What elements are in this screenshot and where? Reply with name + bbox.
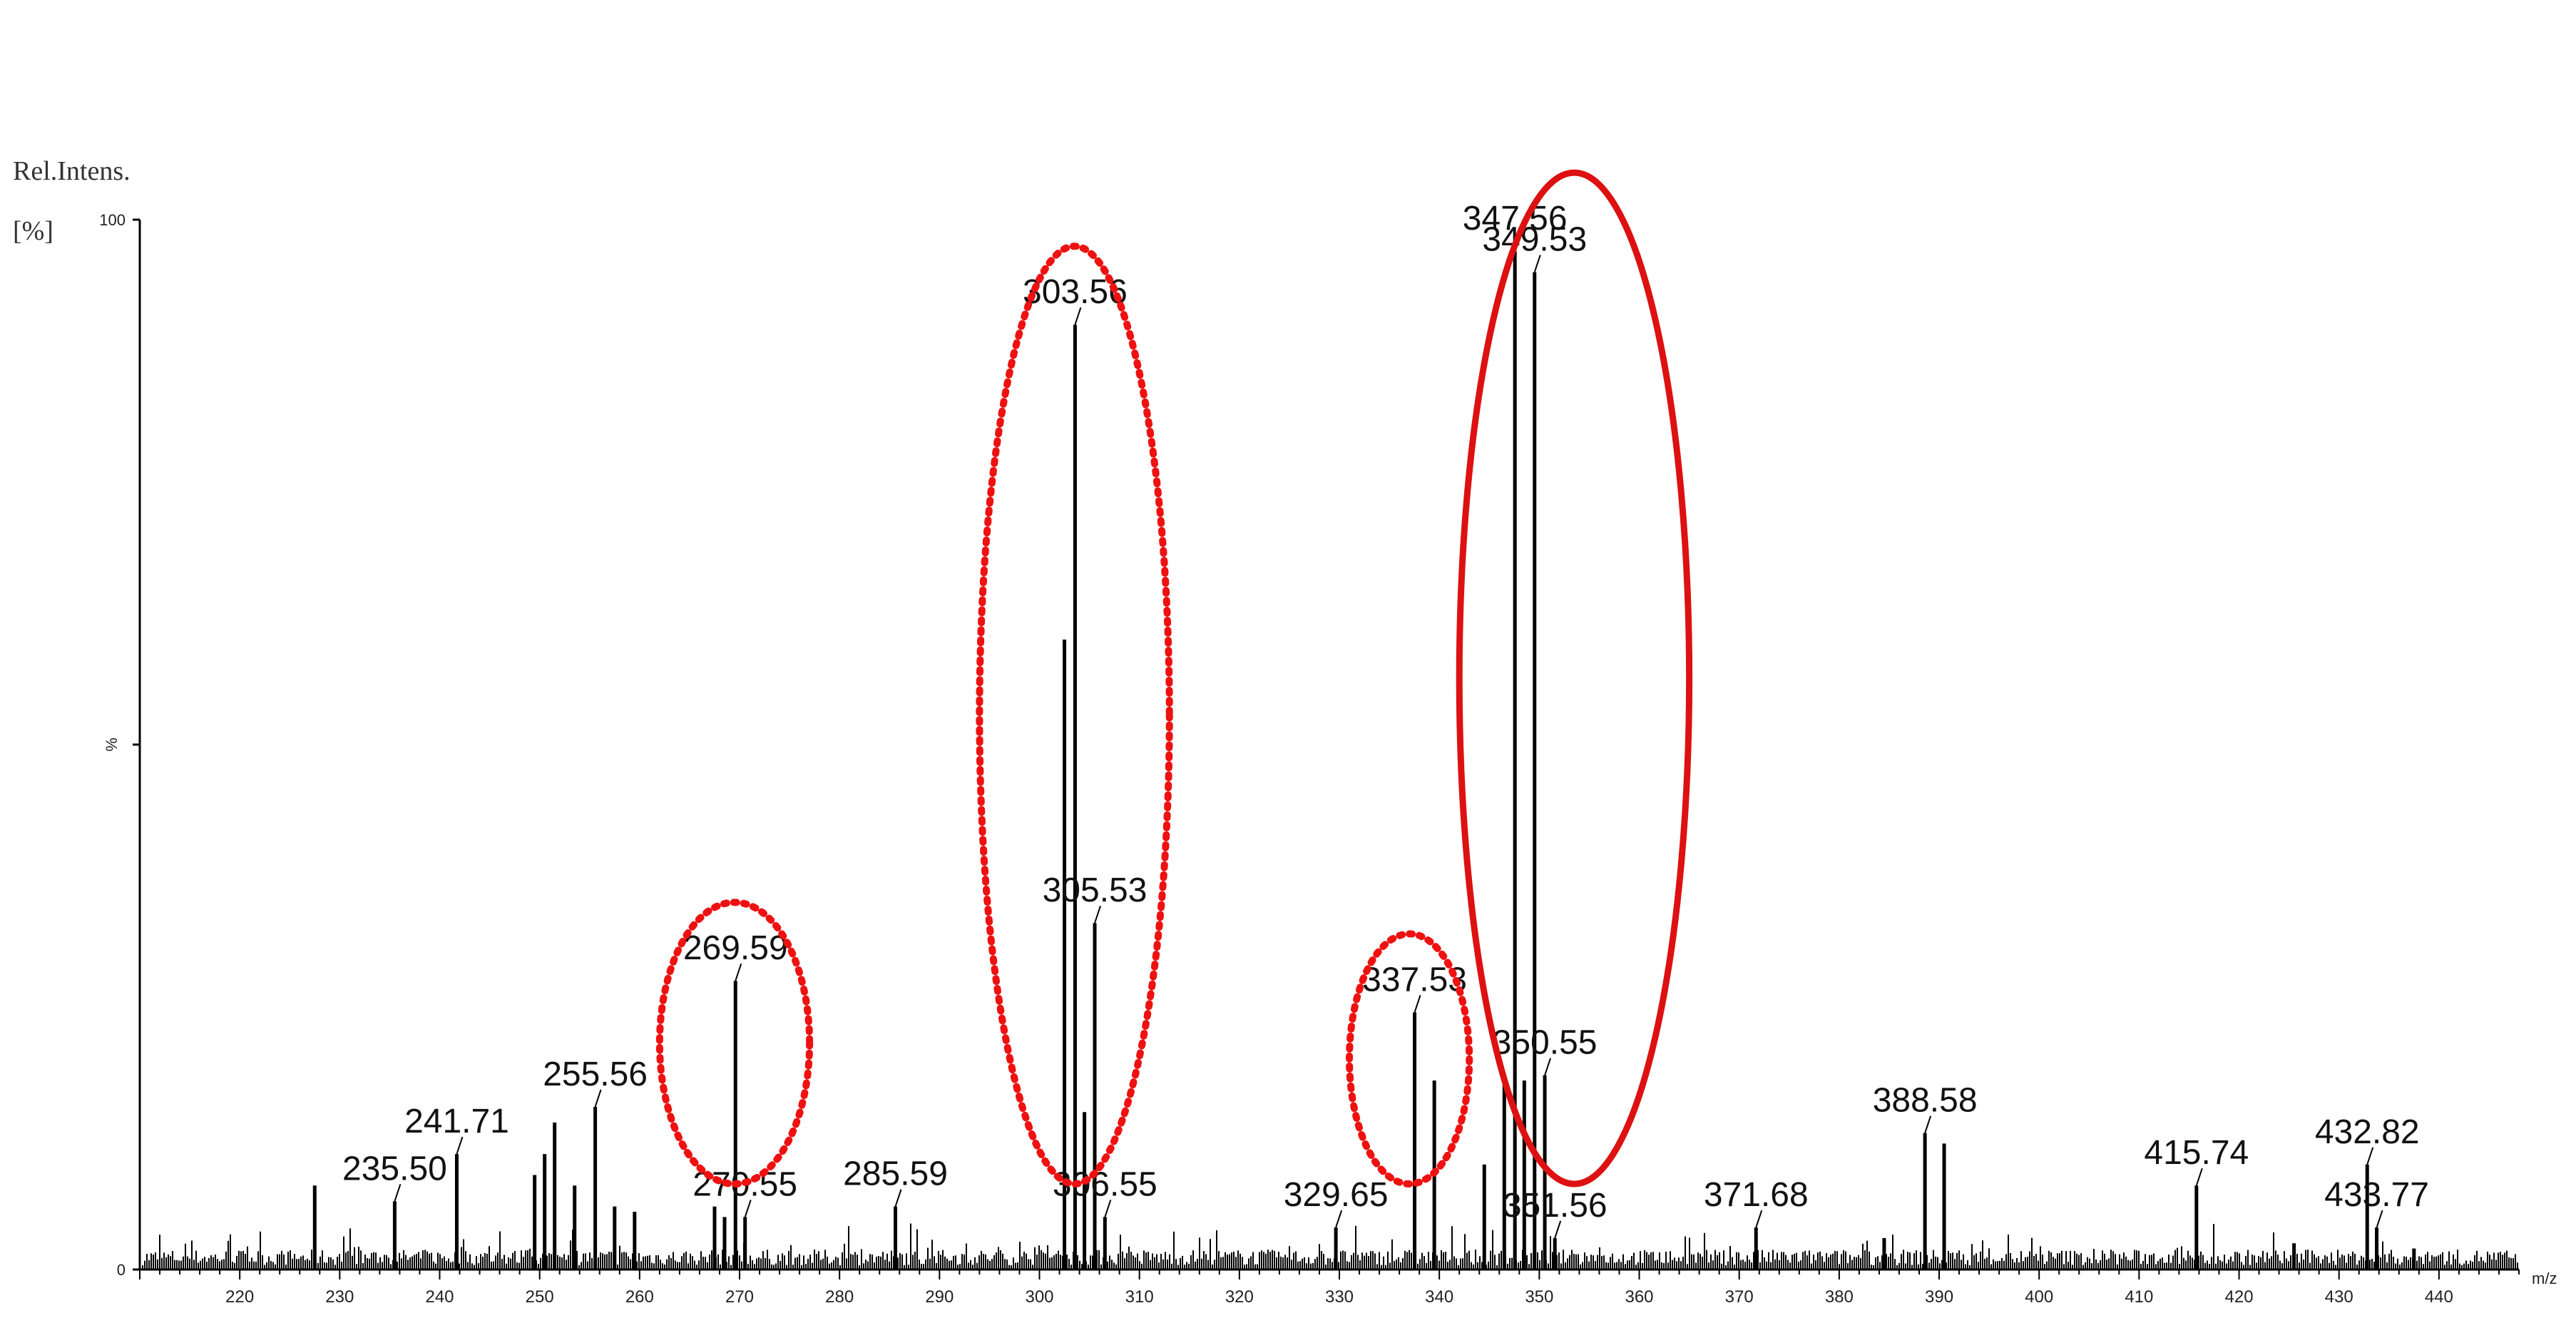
annotation-leader [2376,1210,2383,1228]
baseline-noise-path [142,1223,2518,1270]
x-tick-label: 380 [1825,1287,1854,1307]
peak-label-371.68: 371.68 [1704,1176,1809,1214]
peak-label-415.74: 415.74 [2144,1134,2249,1172]
highlight-ellipse-4 [1456,169,1693,1187]
highlight-regions-layer [655,169,1693,1188]
x-tick-label: 240 [425,1287,454,1307]
x-tick-label: 360 [1625,1287,1653,1307]
x-tick-label: 280 [825,1287,854,1307]
annotation-leader [894,1189,902,1207]
highlight-ellipse-1 [655,899,814,1187]
x-tick-label: 430 [2325,1287,2353,1307]
x-tick-label: 290 [925,1287,954,1307]
annotation-leader [1544,1058,1552,1076]
annotation-leader [1533,255,1541,272]
annotation-leader [1074,307,1082,325]
annotation-leader [1924,1115,1932,1133]
x-tick-label: 320 [1225,1287,1254,1307]
annotation-leader [1755,1210,1763,1228]
highlight-ellipse-2 [976,242,1173,1187]
x-tick-label: 350 [1525,1287,1553,1307]
x-tick-label: 340 [1425,1287,1453,1307]
y-axis-label-line1: Rel.Intens. [13,156,131,186]
peak-label-305.53: 305.53 [1043,872,1148,909]
x-tick-label: 420 [2225,1287,2254,1307]
highlight-ellipse-3 [1346,930,1473,1188]
annotation-leader [1104,1200,1112,1217]
x-tick-label: 250 [526,1287,554,1307]
x-tick-label: 300 [1025,1287,1053,1307]
annotation-leader [735,963,742,981]
y-tick-label-100: 100 [99,211,126,229]
annotation-leader [1554,1220,1562,1239]
annotation-leader [456,1136,464,1155]
annotation-leader [744,1200,752,1217]
peak-label-388.58: 388.58 [1873,1082,1978,1120]
annotation-leader [594,1089,602,1108]
peak-label-269.59: 269.59 [683,929,788,967]
annotation-leader [1335,1210,1343,1228]
x-tick-label: 230 [325,1287,354,1307]
peak-label-351.56: 351.56 [1503,1187,1608,1225]
y-axis-label-line2: [%] [13,216,53,246]
annotation-leader [2195,1168,2203,1186]
annotation-leader [2366,1147,2374,1165]
peaks-layer [312,251,2416,1270]
x-ticks-layer: 220 230 240 250 260 270 280 290 300 310 320 330 340 3… [139,1270,2520,1307]
baseline-noise [142,1223,2518,1270]
peak-label-329.65: 329.65 [1284,1176,1389,1214]
x-tick-label: 400 [2025,1287,2053,1307]
x-tick-label: 220 [225,1287,254,1307]
peak-label-347.56: 347.56 [1463,200,1568,237]
annotation-leader [394,1184,402,1202]
x-tick-label: 440 [2425,1287,2453,1307]
peak-label-349.53: 349.53 [1482,221,1587,259]
peak-label-350.55: 350.55 [1493,1024,1598,1062]
x-tick-label: 330 [1325,1287,1354,1307]
y-tick-label-0: 0 [117,1261,126,1279]
y-mid-percent-label: % [103,737,121,752]
peak-label-433.77: 433.77 [2324,1176,2429,1214]
x-axis-label: m/z [2532,1270,2557,1287]
x-tick-label: 410 [2125,1287,2153,1307]
x-tick-label: 370 [1725,1287,1754,1307]
peak-label-255.56: 255.56 [543,1056,648,1093]
annotation-leader [1094,905,1101,924]
x-tick-label: 270 [725,1287,754,1307]
x-tick-label: 310 [1125,1287,1154,1307]
annotation-leader [1414,995,1421,1013]
x-tick-label: 260 [625,1287,654,1307]
peak-label-432.82: 432.82 [2315,1113,2420,1151]
x-tick-label: 390 [1925,1287,1953,1307]
peak-label-285.59: 285.59 [843,1155,948,1193]
peak-label-241.71: 241.71 [404,1103,509,1140]
peak-label-235.50: 235.50 [342,1150,447,1187]
